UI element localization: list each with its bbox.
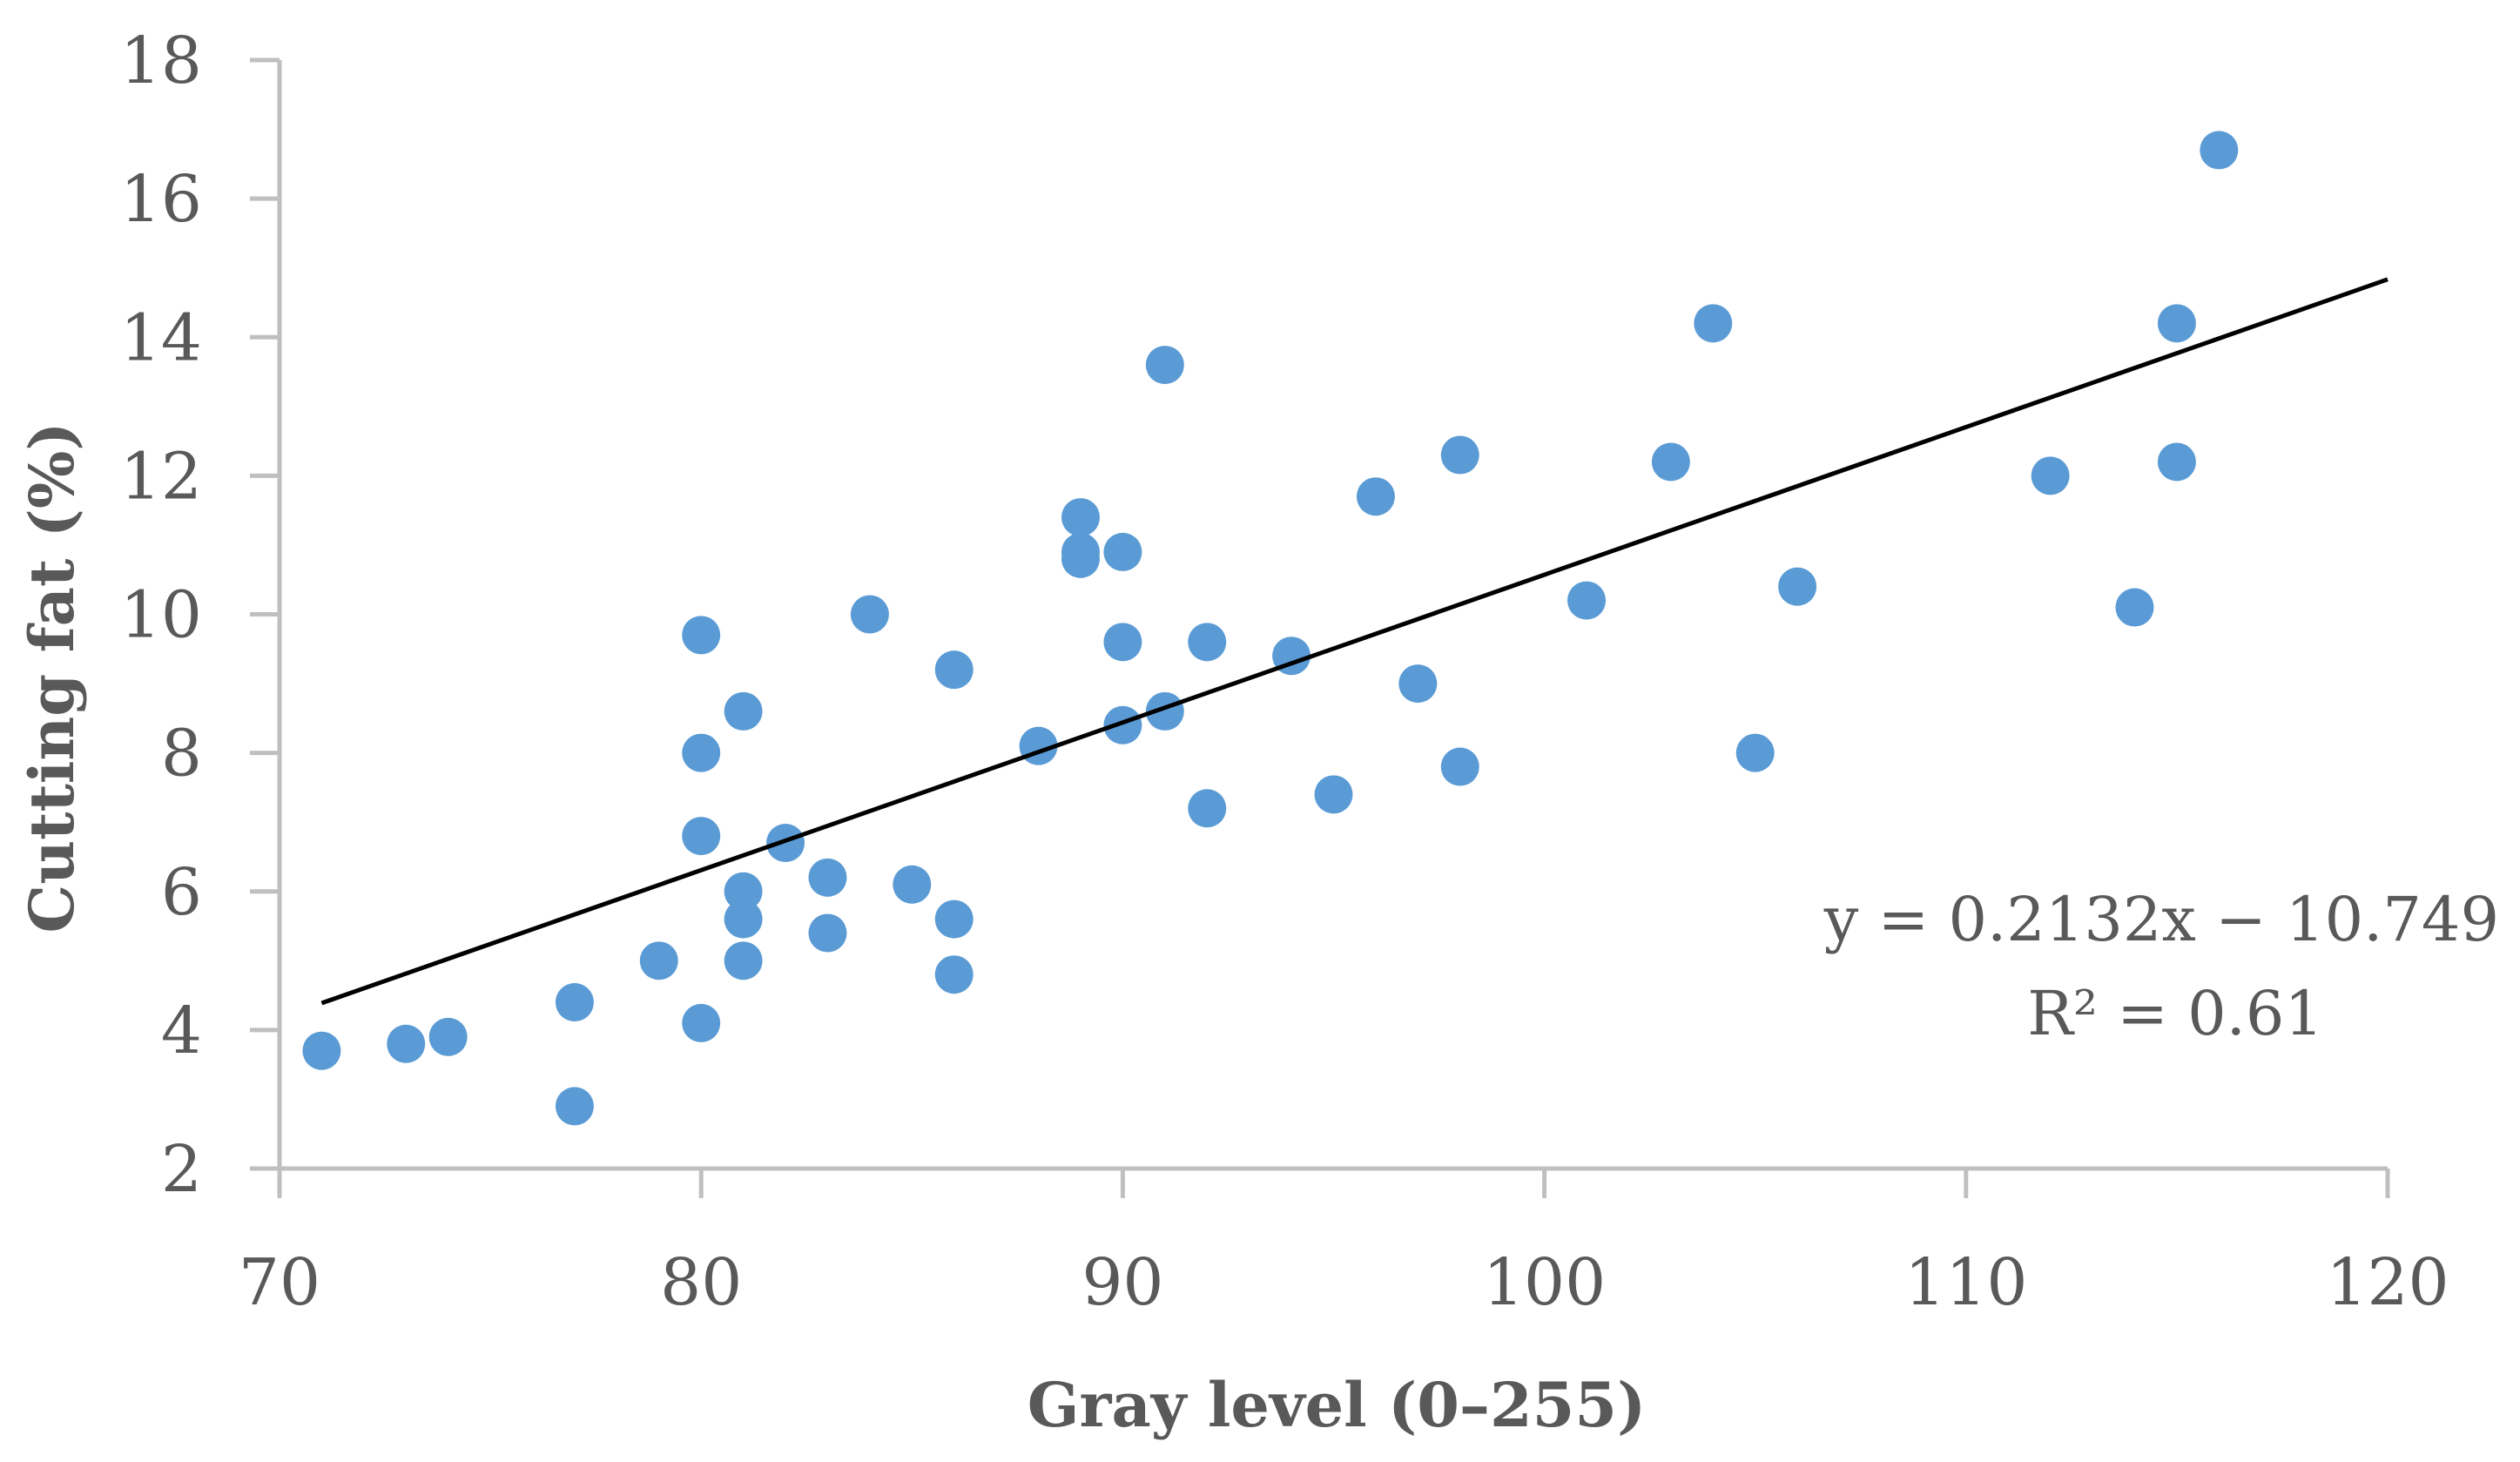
data-point (808, 858, 847, 897)
data-point (1103, 532, 1142, 571)
data-point (2157, 442, 2196, 482)
x-tick-label: 90 (1081, 1245, 1163, 1320)
y-tick-label: 14 (120, 300, 202, 375)
y-tick-label: 18 (120, 24, 202, 98)
y-tick-label: 2 (161, 1132, 202, 1207)
data-point (934, 650, 974, 690)
x-tick-label: 100 (1483, 1245, 1606, 1320)
x-axis-title: Gray level (0–255) (1028, 1369, 1646, 1441)
x-axis-ticks: 70 80 90 100 110 120 (239, 1169, 2449, 1320)
data-point (1398, 664, 1438, 704)
data-points (302, 131, 2239, 1126)
data-point (1103, 623, 1142, 662)
data-point (934, 955, 974, 994)
data-point (1356, 477, 1395, 516)
data-point (1567, 581, 1607, 620)
data-point (1440, 435, 1479, 475)
y-tick-label: 8 (161, 717, 202, 792)
data-point (766, 824, 805, 863)
data-point (1314, 775, 1353, 814)
data-point (2200, 131, 2239, 170)
data-point (682, 1003, 721, 1042)
data-point (682, 616, 721, 655)
data-point (934, 899, 974, 939)
data-point (1694, 304, 1733, 343)
data-point (1061, 498, 1100, 537)
data-point (1778, 567, 1817, 606)
x-tick-label: 80 (660, 1245, 742, 1320)
data-point (1188, 789, 1227, 828)
trendline (320, 277, 2389, 1006)
data-point (1188, 623, 1227, 662)
data-point (302, 1031, 341, 1070)
data-point (850, 595, 889, 634)
data-point (387, 1024, 426, 1063)
data-point (428, 1017, 468, 1056)
x-tick-label: 70 (239, 1245, 320, 1320)
data-point (1651, 442, 1690, 482)
y-tick-label: 10 (120, 578, 202, 653)
data-point (555, 983, 594, 1022)
data-point (1735, 733, 1775, 772)
y-tick-label: 16 (120, 162, 202, 237)
data-point (555, 1087, 594, 1126)
y-tick-label: 6 (161, 855, 202, 930)
trendline-equation: y = 0.2132x − 10.749 (1823, 884, 2499, 955)
x-tick-label: 120 (2326, 1245, 2449, 1320)
data-point (2157, 304, 2196, 343)
data-point (639, 941, 678, 980)
data-point (2115, 588, 2154, 627)
data-point (724, 691, 763, 731)
data-point (2031, 456, 2070, 495)
data-point (724, 872, 763, 911)
data-point (1061, 532, 1100, 571)
data-point (1440, 747, 1479, 786)
data-point (1103, 705, 1142, 744)
data-point (682, 733, 721, 772)
y-axis-title: Cutting fat (%) (16, 421, 88, 933)
y-axis-ticks: 2 4 6 8 10 12 14 16 18 (120, 24, 280, 1207)
data-point (724, 941, 763, 980)
x-tick-label: 110 (1904, 1245, 2027, 1320)
r-squared-label: R² = 0.61 (2027, 978, 2323, 1049)
data-point (682, 817, 721, 856)
y-tick-label: 12 (120, 439, 202, 514)
data-point (893, 865, 932, 904)
data-point (1145, 346, 1184, 385)
y-tick-label: 4 (161, 994, 202, 1068)
data-point (808, 913, 847, 953)
data-point (1145, 691, 1184, 731)
data-point (724, 899, 763, 939)
